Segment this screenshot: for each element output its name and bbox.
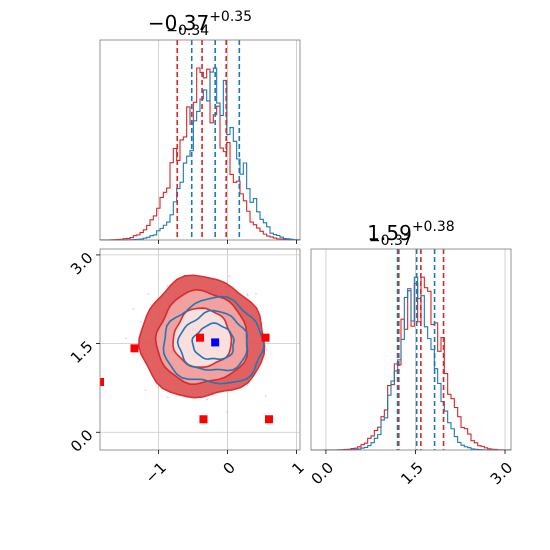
sample-point	[125, 337, 127, 340]
y-tick-labels: 0.0 1.5 3.0	[67, 249, 97, 456]
marker-red-square	[196, 333, 204, 342]
title-median: 1.59	[367, 221, 412, 245]
x-tick-label: 1.5	[397, 459, 427, 489]
sample-point	[147, 293, 149, 295]
x-tick-labels: 0.0 1.5 3.0	[308, 459, 517, 489]
sample-point	[226, 410, 228, 413]
axes-frame	[99, 248, 301, 451]
histogram-panel-param1: −0.37+0.35 −0.34	[99, 9, 301, 244]
title-median: −0.37	[148, 11, 209, 35]
histogram-series-red	[99, 67, 301, 241]
sample-point	[132, 307, 135, 310]
marker-red-square	[264, 415, 273, 424]
sample-point	[264, 395, 267, 397]
sample-point	[144, 389, 147, 391]
sample-point	[140, 321, 142, 323]
sample-point	[166, 396, 169, 399]
tick-marks	[325, 450, 506, 454]
contour-blue-level	[176, 309, 248, 372]
x-tick-labels: −1 0 1	[142, 459, 308, 487]
x-tick-label: −1	[142, 459, 170, 487]
marker-blue-square	[211, 338, 220, 347]
sample-point	[166, 285, 169, 287]
sample-point	[228, 275, 231, 277]
markers-group	[100, 333, 273, 424]
grid-lines	[325, 249, 506, 450]
sample-point	[246, 294, 249, 297]
title-upper: +0.35	[209, 9, 252, 25]
y-tick-label: 0.0	[67, 426, 97, 456]
panel-title-param2: 1.59+0.38 −0.37	[367, 219, 454, 249]
marker-red-square	[199, 415, 208, 424]
x-tick-label: 3.0	[487, 459, 517, 489]
x-tick-label: 0.0	[308, 459, 338, 489]
scatter-contour-panel: −1 0 1 0.0 1.5 3.0	[67, 248, 308, 487]
sample-point	[246, 293, 249, 295]
title-lower: −0.34	[166, 23, 209, 39]
x-tick-label: 1	[288, 459, 307, 478]
y-tick-label: 1.5	[67, 337, 97, 367]
histogram-panel-param2: 0.0 1.5 3.0 1.59+0.38 −0.37	[308, 219, 517, 488]
contour-blue-level	[191, 322, 235, 361]
axes-frame	[310, 248, 512, 451]
title-lower: −0.37	[369, 233, 412, 249]
sample-point	[206, 398, 208, 401]
x-tick-label: 0	[219, 459, 238, 478]
grid-lines	[158, 40, 297, 240]
title-upper: +0.38	[412, 219, 455, 235]
quantile-lines-group	[396, 249, 445, 450]
sample-point	[265, 348, 268, 351]
sample-point	[255, 293, 257, 295]
tick-marks	[158, 240, 297, 244]
y-tick-label: 3.0	[67, 249, 97, 279]
contour-blue-level	[162, 295, 265, 385]
quantile-lines-group	[176, 40, 241, 240]
sample-point	[246, 384, 249, 386]
marker-red-square	[100, 378, 104, 387]
axes-frame	[99, 39, 301, 241]
tick-marks	[96, 254, 297, 454]
marker-red-square	[261, 333, 270, 342]
panel-title-param1: −0.37+0.35 −0.34	[148, 9, 252, 39]
marker-red-square	[130, 344, 139, 353]
